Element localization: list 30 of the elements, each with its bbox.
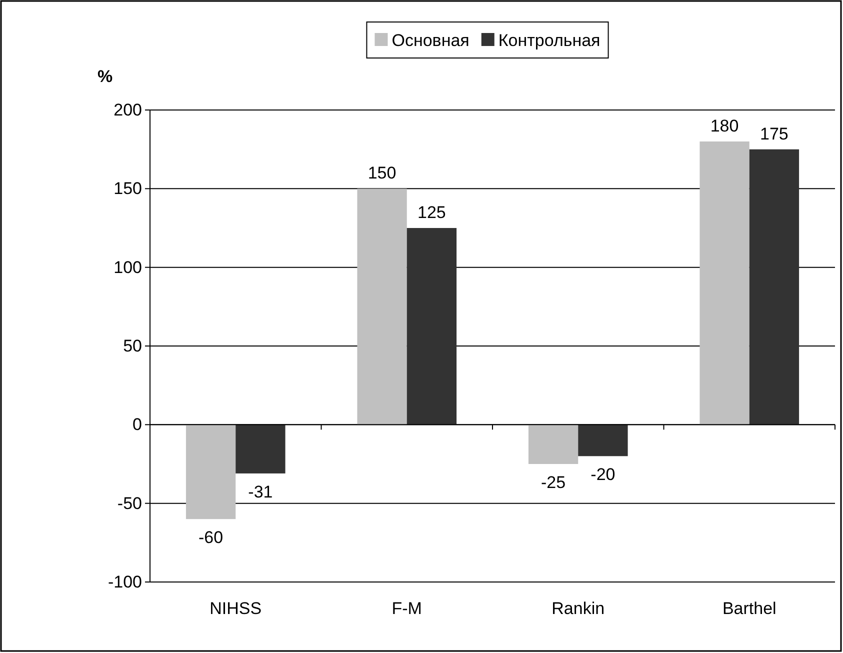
bar bbox=[406, 228, 457, 425]
y-axis-title: % bbox=[97, 67, 113, 86]
data-label: -31 bbox=[248, 482, 273, 502]
y-tick-label: 0 bbox=[132, 415, 142, 434]
data-label: -25 bbox=[541, 473, 566, 492]
y-tick-label: -100 bbox=[108, 572, 142, 592]
bar bbox=[357, 188, 407, 425]
legend-label: Контрольная bbox=[498, 31, 600, 50]
bar bbox=[749, 149, 800, 425]
bar bbox=[578, 424, 628, 456]
x-tick-label: Rankin bbox=[552, 599, 605, 618]
x-tick-label: Barthel bbox=[722, 599, 776, 618]
data-label: 175 bbox=[760, 124, 788, 144]
x-tick-label: F-M bbox=[392, 599, 422, 618]
y-tick-label: 150 bbox=[114, 179, 142, 198]
data-label: 125 bbox=[418, 203, 446, 222]
bar bbox=[186, 424, 236, 520]
y-tick-label: 50 bbox=[123, 336, 142, 356]
bar bbox=[528, 424, 578, 464]
bar bbox=[700, 141, 750, 425]
data-label: 180 bbox=[710, 116, 739, 136]
y-tick-label: 200 bbox=[114, 100, 142, 120]
x-tick-label: NIHSS bbox=[210, 599, 262, 618]
data-label: -20 bbox=[590, 465, 616, 484]
data-label: 150 bbox=[368, 164, 396, 183]
legend-label: Основная bbox=[392, 31, 470, 50]
y-tick-label: -50 bbox=[117, 494, 142, 513]
data-label: -60 bbox=[198, 528, 224, 548]
bar bbox=[236, 424, 286, 474]
y-tick-label: 100 bbox=[114, 258, 142, 277]
